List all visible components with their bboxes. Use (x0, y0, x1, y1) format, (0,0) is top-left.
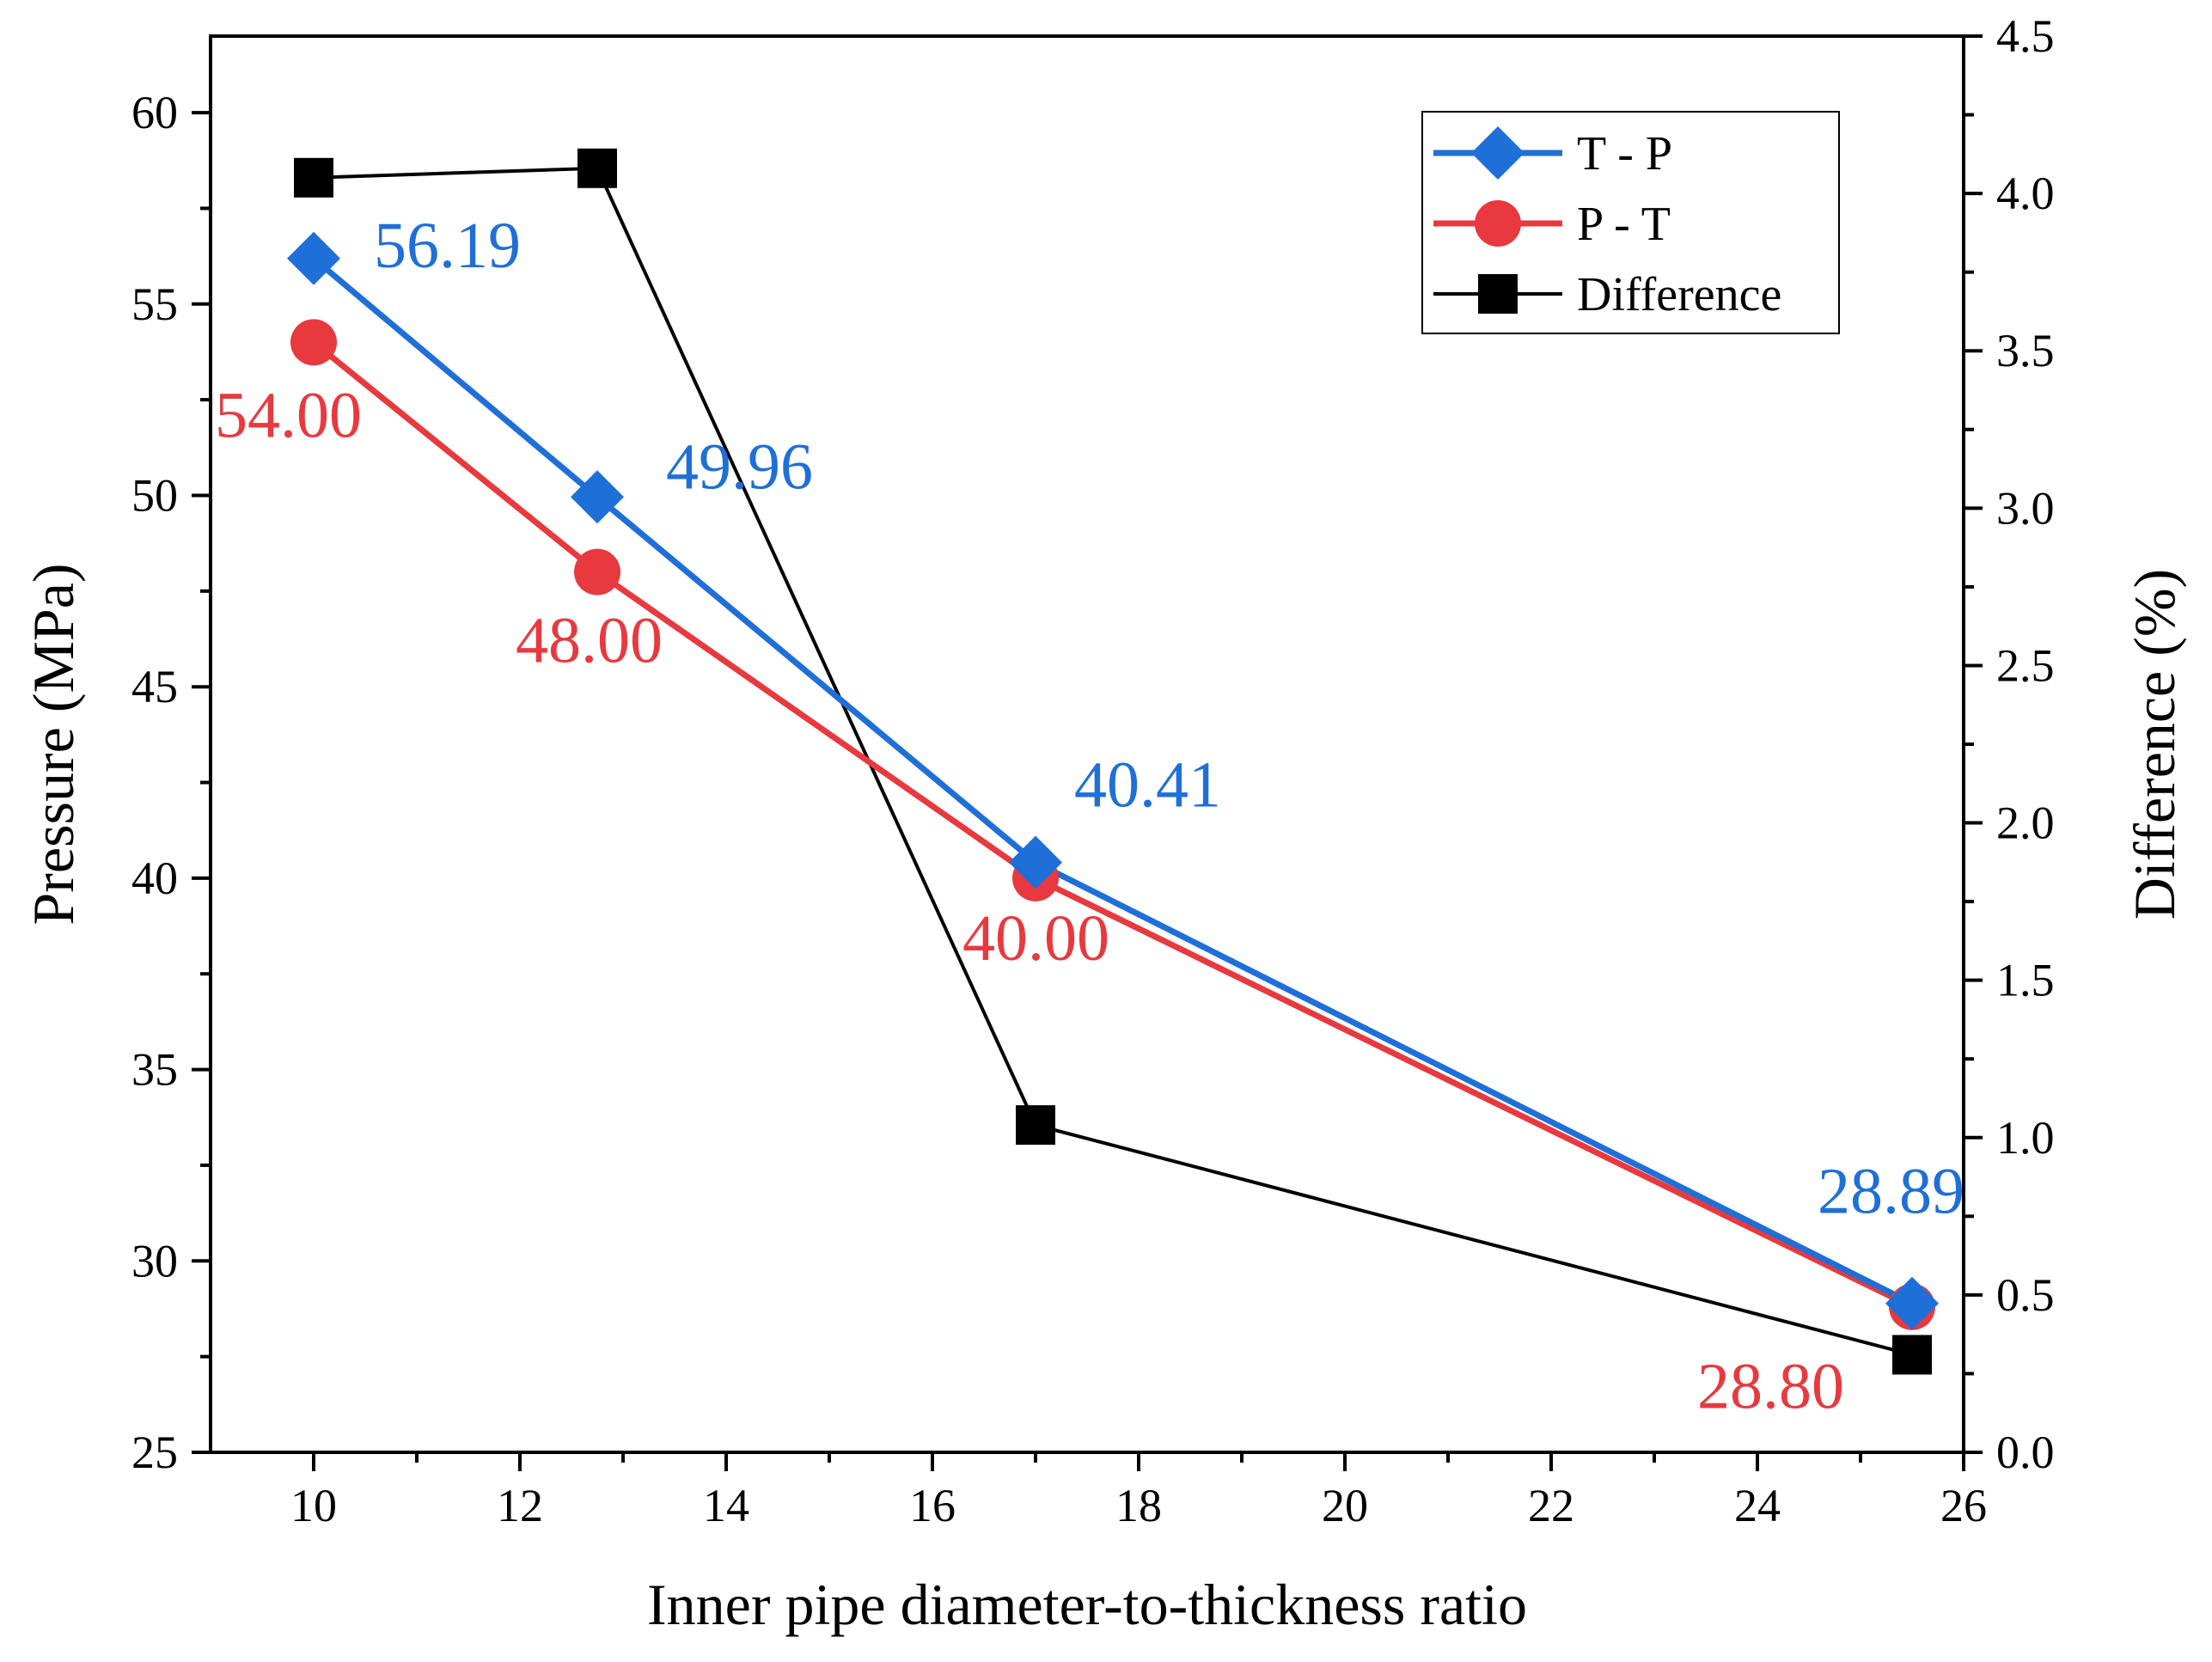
legend-label-difference: Difference (1577, 268, 1781, 321)
y2-tick-label: 3.5 (1996, 325, 2055, 376)
series-line-difference (313, 166, 1913, 1357)
y2-tick-label: 2.5 (1996, 639, 2055, 691)
y2-tick-label: 1.0 (1996, 1112, 2055, 1164)
data-point-p-t (574, 548, 620, 596)
legend-entries: T - P P - T Difference (1433, 126, 1781, 321)
legend-marker-p-t (1475, 200, 1521, 247)
legend-marker-difference (1478, 274, 1518, 314)
data-label-t-p: 49.96 (666, 431, 813, 503)
y2-tick-label: 4.5 (1996, 10, 2055, 62)
x-tick-label: 18 (1115, 1480, 1162, 1531)
x-tick-label: 12 (497, 1480, 543, 1531)
data-label-p-t: 40.00 (962, 902, 1109, 975)
ticks-layer: 10 12 14 16 18 20 22 24 26 25 30 35 40 45 50 55 60 0.0 0.5… (131, 10, 2055, 1531)
y2-axis-title: Difference (%) (2122, 569, 2187, 920)
x-tick-label: 10 (290, 1480, 337, 1531)
data-label-t-p: 56.19 (374, 210, 521, 282)
y-tick-label: 25 (131, 1427, 178, 1478)
markers-layer (287, 148, 1939, 1375)
y-tick-label: 40 (131, 852, 178, 904)
data-point-difference (294, 157, 333, 198)
x-tick-label: 22 (1528, 1480, 1574, 1531)
legend: T - P P - T Difference (1421, 111, 1840, 334)
data-point-difference (1892, 1335, 1932, 1375)
x-tick-label: 24 (1734, 1480, 1781, 1531)
series-line-p-t (311, 339, 1914, 1310)
y2-tick-label: 4.0 (1996, 168, 2055, 219)
y-tick-label: 55 (131, 278, 178, 330)
data-label-p-t: 28.80 (1697, 1351, 1844, 1423)
labels-layer: 56.19 49.96 40.41 28.89 54.00 48.00 40.00 28.80 (215, 210, 1965, 1423)
y2-tick-label: 1.5 (1996, 955, 2055, 1006)
y-tick-label: 50 (131, 469, 178, 521)
data-point-p-t (290, 319, 337, 366)
y2-tick-label: 0.5 (1996, 1269, 2055, 1321)
y-tick-label: 60 (131, 87, 178, 138)
data-label-p-t: 48.00 (516, 605, 663, 677)
legend-label-t-p: T - P (1577, 127, 1672, 180)
x-tick-label: 26 (1940, 1480, 1987, 1531)
data-label-t-p: 40.41 (1074, 749, 1221, 822)
y2-tick-label: 0.0 (1996, 1427, 2055, 1478)
data-point-t-p (1885, 1276, 1939, 1330)
legend-marker-t-p (1471, 126, 1525, 180)
data-label-t-p: 28.89 (1818, 1156, 1965, 1228)
data-point-difference (1016, 1105, 1055, 1146)
data-point-difference (577, 148, 617, 188)
x-tick-label: 20 (1322, 1480, 1368, 1531)
lines-layer (311, 166, 1914, 1357)
x-tick-label: 14 (703, 1480, 749, 1531)
y-tick-label: 35 (131, 1044, 178, 1096)
y-tick-label: 30 (131, 1235, 178, 1286)
x-axis-title: Inner pipe diameter-to-thickness ratio (647, 1572, 1527, 1637)
y2-tick-label: 3.0 (1996, 482, 2055, 534)
data-label-p-t: 54.00 (215, 379, 362, 451)
legend-label-p-t: P - T (1577, 198, 1671, 251)
series-line-t-p (311, 256, 1914, 1306)
plot-frame (209, 34, 1965, 1454)
y-tick-label: 45 (131, 661, 178, 712)
data-point-t-p (287, 231, 340, 285)
data-point-t-p (571, 470, 624, 524)
x-tick-label: 16 (909, 1480, 956, 1531)
y2-tick-label: 2.0 (1996, 797, 2055, 849)
data-point-t-p (1009, 835, 1062, 889)
y-axis-title: Pressure (MPa) (21, 563, 86, 925)
